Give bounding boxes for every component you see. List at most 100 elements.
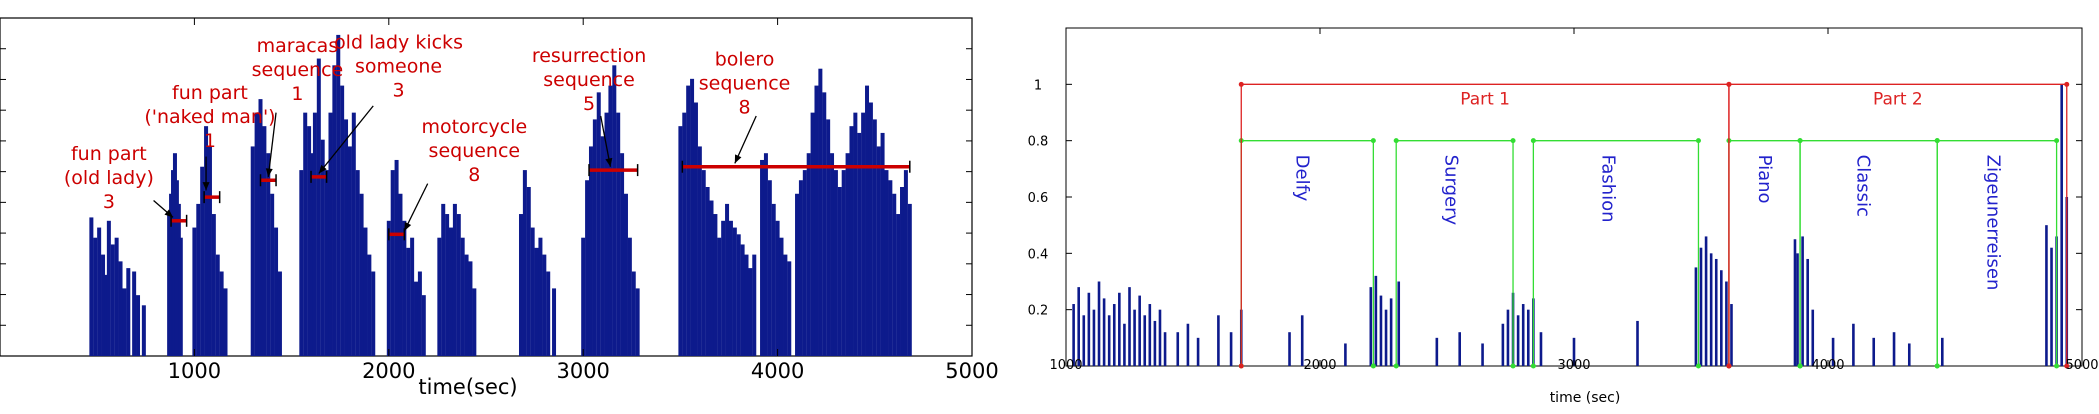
right-red-segment-marker bbox=[2064, 81, 2070, 87]
left-bar bbox=[837, 187, 842, 356]
left-bar bbox=[192, 227, 197, 356]
left-annotation-arrow bbox=[267, 112, 277, 177]
left-bar bbox=[779, 237, 784, 356]
left-bar bbox=[270, 193, 275, 356]
left-bar bbox=[522, 170, 527, 356]
left-segments bbox=[170, 160, 911, 241]
left-x-tick-label: 4000 bbox=[751, 359, 804, 383]
left-bar bbox=[740, 244, 745, 356]
right-red-segment-marker bbox=[2064, 363, 2070, 369]
left-bar bbox=[402, 220, 407, 356]
right-bar bbox=[1572, 337, 1576, 366]
left-bar bbox=[344, 119, 349, 357]
left-bar bbox=[355, 170, 360, 356]
right-bar bbox=[2060, 84, 2063, 366]
right-green-segment-marker bbox=[1370, 363, 1376, 369]
left-annotation-label: fun part (old lady) 3 bbox=[64, 143, 154, 213]
right-bar bbox=[1087, 292, 1091, 366]
right-bar bbox=[1143, 315, 1147, 366]
right-x-tick-label: 1000 bbox=[1049, 358, 1082, 373]
left-bar bbox=[250, 146, 255, 356]
left-bar bbox=[207, 146, 212, 356]
left-bar bbox=[822, 92, 827, 357]
left-bar bbox=[178, 237, 183, 356]
right-green-segment-marker bbox=[1797, 138, 1803, 144]
left-bar bbox=[452, 203, 457, 356]
right-bar bbox=[1107, 315, 1111, 366]
left-bar bbox=[616, 112, 621, 356]
left-bar bbox=[114, 237, 119, 356]
left-bar bbox=[464, 254, 469, 356]
left-bar bbox=[783, 254, 788, 356]
left-bar bbox=[371, 271, 376, 356]
left-bar bbox=[830, 153, 835, 356]
right-x-axis-label: time (sec) bbox=[1550, 390, 1621, 406]
left-bar bbox=[771, 203, 776, 356]
left-bar bbox=[705, 187, 710, 356]
left-bar bbox=[627, 237, 632, 356]
left-bar bbox=[826, 119, 831, 357]
right-x-tick-label: 5000 bbox=[2065, 358, 2098, 373]
left-annotation-arrow bbox=[403, 183, 429, 232]
left-bar bbox=[806, 153, 811, 356]
left-bar bbox=[320, 139, 325, 356]
right-bar bbox=[1128, 287, 1131, 366]
left-bar bbox=[686, 85, 691, 356]
right-bar bbox=[1196, 337, 1200, 366]
left-bar bbox=[406, 247, 411, 356]
right-y-tick-label: 1 bbox=[1034, 78, 1042, 93]
left-bar bbox=[126, 268, 131, 356]
left-bar bbox=[697, 146, 702, 356]
left-bar bbox=[421, 295, 426, 356]
left-bar bbox=[760, 159, 765, 356]
left-annotation-label: resurrection sequence 5 bbox=[532, 45, 646, 115]
left-annotation-arrow bbox=[734, 115, 757, 164]
left-bar bbox=[701, 170, 706, 356]
left-bar bbox=[303, 112, 308, 356]
right-bar bbox=[1539, 332, 1543, 366]
left-x-axis-label: time(sec) bbox=[418, 375, 517, 399]
left-bar bbox=[359, 193, 364, 356]
right-red-segment-marker bbox=[1238, 81, 1244, 87]
left-bar bbox=[546, 271, 551, 356]
right-bar bbox=[1229, 332, 1233, 366]
right-part-label: Part 2 bbox=[1873, 89, 1923, 109]
left-bar bbox=[872, 119, 877, 357]
left-bar bbox=[728, 220, 733, 356]
left-annotation-arrowhead bbox=[318, 164, 327, 174]
left-bar bbox=[211, 214, 216, 356]
right-bar bbox=[1374, 275, 1378, 366]
right-x-tick-label: 3000 bbox=[1557, 358, 1590, 373]
right-bar bbox=[1133, 309, 1136, 366]
right-green-segment-marker bbox=[1393, 363, 1399, 369]
left-bar bbox=[631, 271, 636, 356]
right-green-segment-marker bbox=[1370, 138, 1376, 144]
right-green-segment-marker bbox=[1934, 363, 1940, 369]
left-annotation-label: bolero sequence 8 bbox=[699, 48, 791, 118]
left-bar bbox=[736, 234, 741, 356]
left-bar bbox=[693, 102, 698, 356]
left-bar bbox=[775, 220, 780, 356]
right-bar bbox=[1704, 236, 1708, 366]
left-bar bbox=[604, 112, 609, 356]
left-bar bbox=[351, 112, 356, 356]
right-bar bbox=[1516, 315, 1520, 366]
left-bar bbox=[277, 271, 282, 356]
left-bar bbox=[215, 254, 220, 356]
left-annotation-label: fun part ('naked man') 1 bbox=[144, 82, 275, 152]
left-annotation-arrowhead bbox=[605, 157, 613, 167]
left-bar bbox=[122, 288, 127, 356]
left-bar bbox=[798, 180, 803, 356]
right-bar bbox=[1138, 295, 1141, 366]
left-bar bbox=[336, 34, 341, 357]
left-bar bbox=[717, 237, 722, 356]
right-bar bbox=[1158, 309, 1162, 366]
left-bar bbox=[845, 153, 850, 356]
right-green-segment-marker bbox=[1393, 138, 1399, 144]
right-green-segment-marker bbox=[1530, 138, 1536, 144]
left-bar bbox=[394, 159, 399, 356]
left-bar bbox=[219, 271, 224, 356]
left-annotation-arrow bbox=[318, 105, 374, 174]
right-segments: Part 1 Part 2 Delfy Surgery Fashion Piano Clas… bbox=[1238, 81, 2070, 369]
